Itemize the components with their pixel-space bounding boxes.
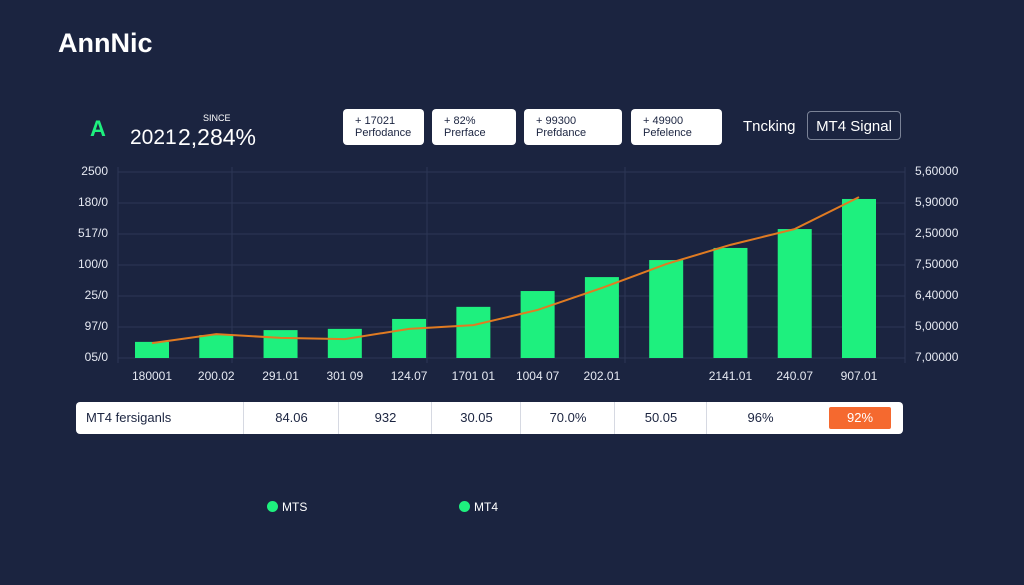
card-label: Pefelence xyxy=(643,127,692,139)
y2-axis-label: 5,90000 xyxy=(915,195,959,209)
card-value: + 49900 xyxy=(643,115,684,127)
legend-swatch xyxy=(267,501,278,512)
bar xyxy=(327,328,362,358)
x-tick-label: 2141.01 xyxy=(709,369,753,383)
table-row: MT4 fersiganls 84.06 932 30.05 70.0% 50.05 96%… xyxy=(76,402,903,434)
y-axis-label: 180/0 xyxy=(78,195,108,209)
y-axis-label: 2500 xyxy=(81,164,108,178)
bar xyxy=(649,260,684,358)
table-cell: 96% xyxy=(706,402,814,434)
card-value: + 99300 xyxy=(536,115,577,127)
chart: 2500 5,60000 180/0 5,90000 517/0 2,50000 100/0… xyxy=(78,164,959,383)
legend-swatch xyxy=(459,501,470,512)
card-value: + 82% xyxy=(444,115,476,127)
x-tick-label: 202.01 xyxy=(584,369,621,383)
y-axis-label: 97/0 xyxy=(85,319,109,333)
logo: A xyxy=(90,116,106,141)
bar xyxy=(584,277,619,358)
bar xyxy=(263,330,298,358)
x-tick-label: 240.07 xyxy=(776,369,813,383)
bar xyxy=(842,198,876,358)
bar xyxy=(713,247,748,358)
brand: AnnNic xyxy=(58,28,153,58)
x-tick-label: 291.01 xyxy=(262,369,299,383)
bar xyxy=(135,341,169,358)
card-value: + 17021 xyxy=(355,115,396,127)
card: + 82% Prerface xyxy=(432,109,516,145)
x-tick-label: 301 09 xyxy=(326,369,363,383)
tracking: Tncking xyxy=(743,118,796,135)
y2-axis-label: 7,00000 xyxy=(915,350,959,364)
y2-axis-label: 5,60000 xyxy=(915,164,959,178)
table-cell: 30.05 xyxy=(431,402,521,434)
y2-axis-label: 6,40000 xyxy=(915,288,959,302)
line xyxy=(151,196,860,345)
x-tick-label: 1701 01 xyxy=(452,369,496,383)
growth: 2,284% xyxy=(178,124,257,150)
x-tick-label: 1004 07 xyxy=(516,369,560,383)
bar xyxy=(392,318,427,358)
y-axis-label: 517/0 xyxy=(78,226,108,240)
x-tick-label: 124.07 xyxy=(391,369,428,383)
card: + 49900 Pefelence xyxy=(631,109,722,145)
bar xyxy=(456,306,491,358)
table-cell: 92% xyxy=(829,407,891,429)
x-tick-label: 907.01 xyxy=(841,369,878,383)
y2-axis-label: 2,50000 xyxy=(915,226,959,240)
card-label: Prerface xyxy=(444,127,486,139)
table-cell: MT4 fersiganls xyxy=(86,410,172,425)
legend-label: MTS xyxy=(282,500,308,514)
y2-axis-label: 5,00000 xyxy=(915,319,959,333)
y-axis-label: 100/0 xyxy=(78,257,108,271)
legend-label: MT4 xyxy=(474,500,498,514)
y-axis-label: 25/0 xyxy=(85,288,109,302)
table-cell: 932 xyxy=(338,402,432,434)
year: 2021 xyxy=(130,126,177,149)
x-tick-label: 180001 xyxy=(132,369,172,383)
card-label: Perfodance xyxy=(355,127,412,139)
table-cell: 84.06 xyxy=(243,402,339,434)
card-label: Prefdance xyxy=(536,127,587,139)
signal-button[interactable]: MT4 Signal xyxy=(807,111,901,140)
since: SINCE xyxy=(203,113,231,123)
table-cell: 50.05 xyxy=(614,402,707,434)
bar xyxy=(777,229,812,358)
y2-axis-label: 7,50000 xyxy=(915,257,959,271)
card: + 17021 Perfodance xyxy=(343,109,424,145)
table-cell: 70.0% xyxy=(520,402,615,434)
bar xyxy=(520,291,555,358)
x-tick-label: 200.02 xyxy=(198,369,235,383)
y-axis-label: 05/0 xyxy=(85,350,109,364)
bar xyxy=(199,335,234,358)
card: + 99300 Prefdance xyxy=(524,109,622,145)
